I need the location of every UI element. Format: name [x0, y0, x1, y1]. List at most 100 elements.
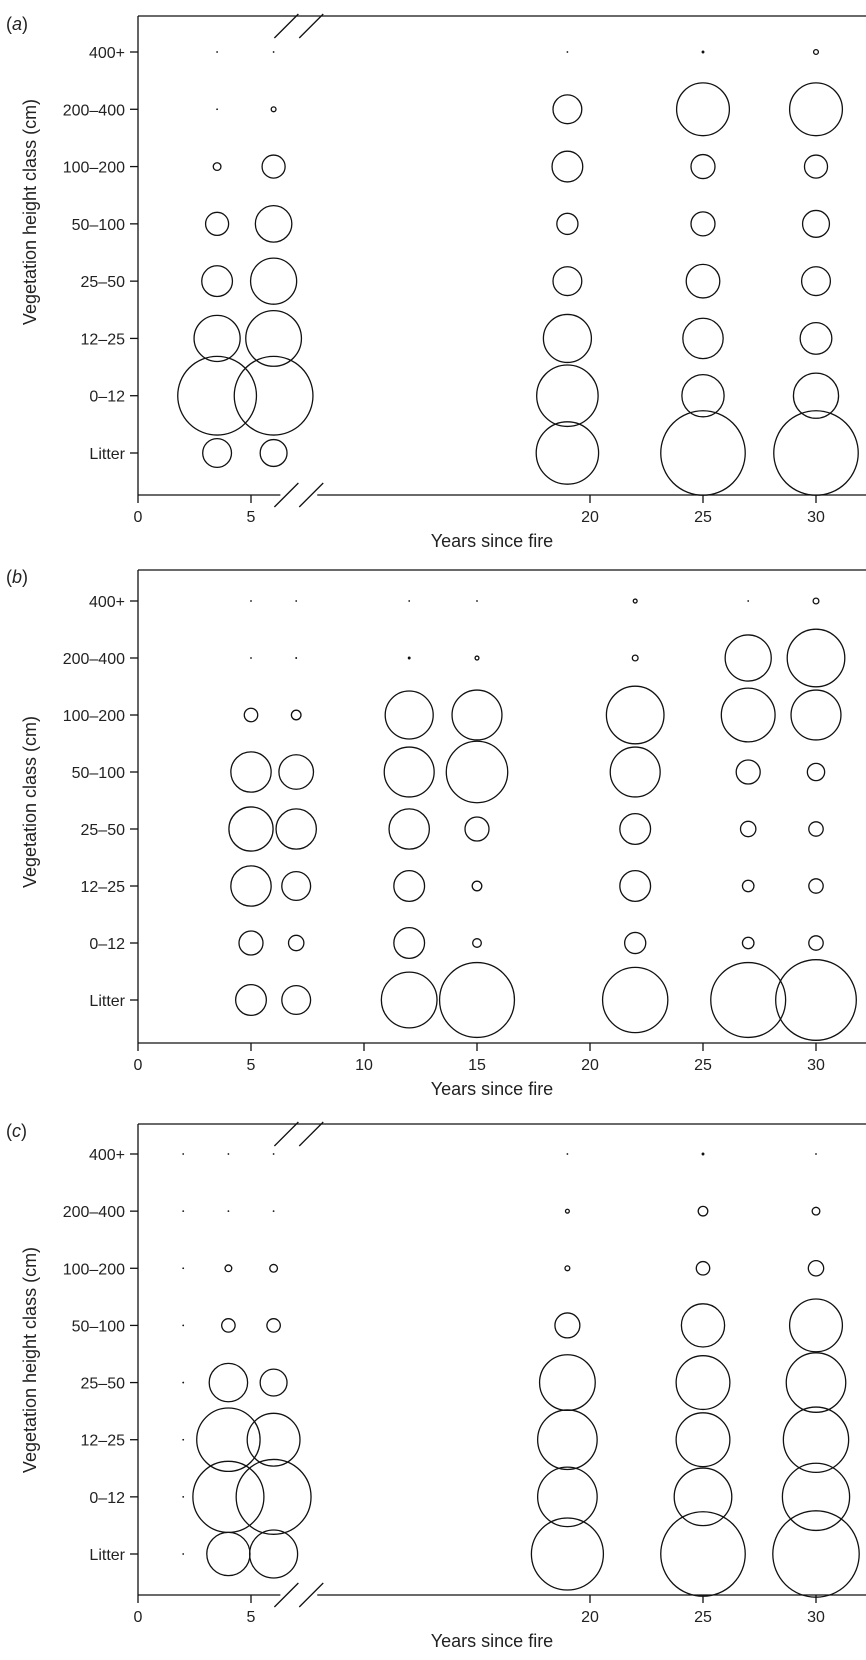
bubble [193, 314, 241, 363]
bubble [295, 657, 298, 659]
axis-break-mark [298, 1121, 324, 1147]
bubble [685, 263, 721, 299]
x-tick-label: 5 [247, 1609, 256, 1626]
x-tick-label: 20 [581, 509, 599, 526]
panel-label: (c) [6, 1121, 27, 1141]
x-tick-label: 30 [807, 1609, 825, 1626]
bubble [227, 1153, 230, 1155]
bubble [786, 628, 846, 688]
bubble [775, 959, 857, 1041]
bubble [230, 751, 272, 793]
bubble [697, 1205, 709, 1217]
y-tick-label: 12–25 [81, 331, 126, 348]
bubble [206, 1531, 251, 1577]
bubble [542, 313, 593, 364]
bubble [785, 1352, 847, 1413]
axis-break-mark [273, 13, 299, 39]
bubble [552, 94, 583, 125]
bubble [196, 1407, 261, 1473]
y-tick-label: 25–50 [81, 1376, 126, 1393]
bubble [278, 754, 315, 790]
x-tick-label: 20 [581, 1057, 599, 1074]
bubble [201, 265, 234, 298]
bubble [675, 82, 731, 137]
bubble [772, 1510, 860, 1598]
y-tick-label: Litter [89, 446, 125, 463]
bubble [227, 1210, 230, 1213]
bubble [806, 762, 826, 782]
bubble [673, 1467, 733, 1527]
bubble [250, 600, 252, 602]
bubble [393, 926, 426, 960]
bubble [243, 707, 259, 723]
bubble [551, 150, 584, 183]
bubble [552, 266, 583, 297]
bubble [275, 808, 318, 850]
bubble [807, 1259, 825, 1277]
bubble [182, 1210, 185, 1213]
panel-label: (a) [6, 14, 28, 34]
bubble [182, 1495, 185, 1498]
x-tick-label: 5 [247, 1057, 256, 1074]
bubble [408, 600, 411, 602]
bubble [682, 317, 724, 360]
bubble [660, 410, 746, 496]
bubble [741, 936, 755, 950]
bubble [438, 961, 516, 1039]
bubble [536, 364, 599, 428]
x-axis-title: Years since fire [431, 531, 553, 551]
bubble [177, 355, 258, 436]
bubble [281, 870, 312, 902]
bubble [249, 257, 298, 305]
bubble [623, 931, 647, 955]
y-axis-title: Vegetation height class (cm) [20, 1247, 40, 1473]
y-tick-label: 200–400 [63, 1204, 125, 1221]
bubble [781, 1462, 851, 1532]
bubble [182, 1381, 185, 1384]
bubble [248, 1529, 299, 1579]
bubble [234, 983, 268, 1017]
bubble [680, 1303, 726, 1348]
x-tick-label: 0 [134, 1609, 143, 1626]
bubble [556, 212, 579, 236]
y-tick-label: 0–12 [89, 936, 125, 953]
bubble [266, 1318, 281, 1333]
bubble [445, 740, 509, 804]
y-tick-label: 400+ [89, 594, 125, 611]
bubble [808, 878, 824, 894]
bubble [812, 48, 820, 56]
x-tick-label: 25 [694, 1609, 712, 1626]
bubble [281, 984, 312, 1016]
x-axis-title: Years since fire [431, 1079, 553, 1099]
y-tick-label: 100–200 [63, 708, 125, 725]
y-tick-label: Litter [89, 1547, 125, 1564]
y-tick-label: 50–100 [72, 765, 125, 782]
bubble [250, 657, 252, 659]
x-tick-label: 25 [694, 509, 712, 526]
bubble [536, 1409, 598, 1471]
panel-a: (a)05202530354045Years since fire400+200… [6, 13, 866, 551]
x-tick-label: 25 [694, 1057, 712, 1074]
bubble [605, 685, 665, 745]
bubble [564, 1208, 570, 1214]
bubble [564, 1265, 571, 1272]
bubble [801, 209, 831, 238]
bubble [554, 1312, 581, 1339]
bubble [464, 816, 490, 842]
bubble [221, 1318, 236, 1333]
bubble [792, 372, 840, 419]
bubble [782, 1406, 850, 1474]
bubble [245, 309, 303, 367]
bubble [451, 689, 503, 741]
bubble [269, 1263, 279, 1273]
bubble [230, 865, 272, 907]
axis-break-mark [273, 1121, 299, 1147]
bubble [701, 50, 705, 54]
y-tick-label: 50–100 [72, 217, 125, 234]
bubble [535, 421, 600, 485]
bubble [272, 51, 275, 53]
bubble [259, 438, 288, 468]
bubble [182, 1153, 185, 1155]
bubble [720, 687, 776, 743]
bubble [741, 879, 755, 893]
